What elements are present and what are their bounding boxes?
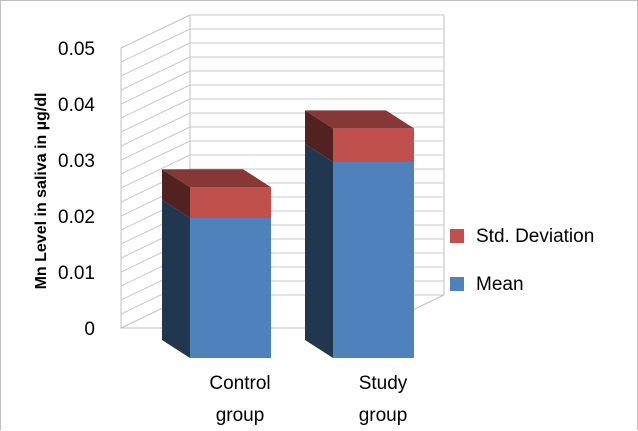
gridline-side xyxy=(120,112,191,147)
y-tick-label: 0.02 xyxy=(58,207,95,228)
bar-side-std-deviation xyxy=(305,110,333,162)
gridline-side xyxy=(120,42,191,77)
gridline-side xyxy=(120,56,191,91)
gridline-side xyxy=(120,154,191,189)
legend-swatch xyxy=(450,277,464,291)
bar-mean xyxy=(190,218,271,358)
legend-label: Mean xyxy=(476,274,524,295)
bar-mean xyxy=(333,162,414,358)
y-tick-label: 0.03 xyxy=(58,151,95,172)
bar-std-deviation xyxy=(190,187,271,218)
legend-label: Std. Deviation xyxy=(476,226,594,247)
y-tick-label: 0.04 xyxy=(58,95,95,116)
gridline-side xyxy=(120,98,191,133)
legend-swatch xyxy=(450,229,464,243)
y-tick-label: 0.01 xyxy=(58,263,95,284)
bar-side-mean xyxy=(305,144,333,358)
gridline-side xyxy=(120,28,191,63)
bar-std-deviation xyxy=(333,128,414,162)
gridline-side xyxy=(120,14,191,49)
bar-top xyxy=(162,169,271,188)
x-tick-label: group xyxy=(359,405,408,426)
bar-top xyxy=(305,110,414,129)
bar-side-std-deviation xyxy=(162,169,190,218)
gridline-side xyxy=(120,126,191,161)
gridline-side xyxy=(120,140,191,175)
y-axis-title: Mn Level in saliva in µg/dl xyxy=(33,93,50,290)
x-tick-label: Control xyxy=(209,373,270,394)
bar-side-mean xyxy=(162,200,190,358)
y-tick-label: 0.05 xyxy=(58,39,95,60)
gridline-side xyxy=(120,84,191,119)
x-tick-label: group xyxy=(216,405,265,426)
gridline-side xyxy=(120,70,191,105)
y-tick-label: 0 xyxy=(84,319,95,340)
x-tick-label: Study xyxy=(359,373,408,394)
